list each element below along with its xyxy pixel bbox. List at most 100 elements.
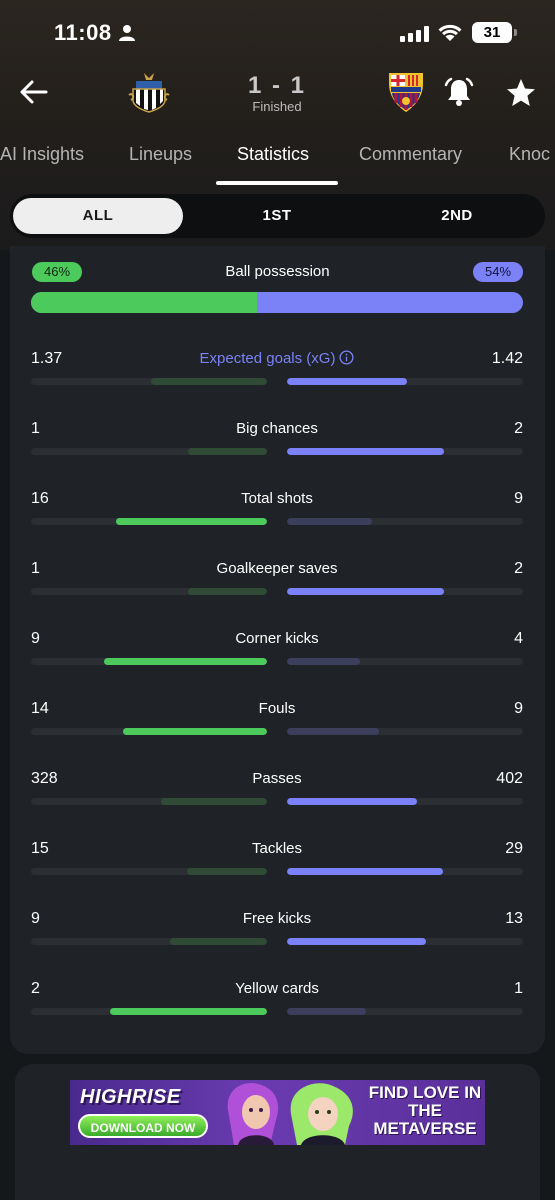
info-icon[interactable]	[339, 350, 354, 365]
stat-label: Tackles	[111, 840, 443, 857]
battery-indicator: 31	[472, 22, 517, 43]
stat-away-bar	[287, 658, 523, 665]
stat-home-fill	[115, 518, 267, 525]
stat-away-fill	[287, 518, 372, 525]
stat-row: 328 Passes 402	[31, 770, 523, 810]
notification-bell-icon[interactable]	[441, 74, 477, 110]
stat-home-fill	[109, 1008, 267, 1015]
stat-row: 1 Goalkeeper saves 2	[31, 560, 523, 600]
stat-away-value: 29	[505, 840, 523, 857]
stat-home-value: 1	[31, 560, 40, 577]
statistics-card: 46% Ball possession 54% 1.37 Expected goa…	[10, 246, 545, 1054]
stat-home-fill	[123, 728, 267, 735]
stat-label-text: Total shots	[241, 490, 313, 507]
stat-label: Passes	[111, 770, 443, 787]
barcelona-crest-icon[interactable]	[384, 70, 428, 114]
possession-home-badge: 46%	[32, 262, 82, 282]
stat-label[interactable]: Expected goals (xG)	[111, 350, 443, 367]
stat-row: 16 Total shots 9	[31, 490, 523, 530]
stat-home-bar	[31, 448, 267, 455]
cellular-signal-icon	[400, 26, 430, 42]
stat-row: 9 Corner kicks 4	[31, 630, 523, 670]
ad-character-illustration-2	[290, 1083, 353, 1145]
ad-brand: HIGHRISE	[80, 1086, 181, 1108]
stat-home-bar	[31, 798, 267, 805]
stat-away-bar	[287, 938, 523, 945]
stat-away-value: 2	[514, 560, 523, 577]
period-first-half-button[interactable]: 1ST	[262, 207, 292, 224]
stat-label-text: Corner kicks	[235, 630, 319, 647]
stat-home-value: 9	[31, 910, 40, 927]
stat-away-value: 402	[496, 770, 523, 787]
stat-label-text: Big chances	[236, 420, 318, 437]
stat-away-bar	[287, 728, 523, 735]
stat-home-bar	[31, 868, 267, 875]
stat-away-fill	[287, 938, 427, 945]
stat-home-bar	[31, 658, 267, 665]
stat-label-text: Passes	[252, 770, 302, 787]
period-all-button[interactable]: ALL	[13, 198, 183, 234]
stat-away-fill	[287, 448, 445, 455]
stat-label-text: Expected goals (xG)	[199, 350, 336, 367]
stat-label-text: Goalkeeper saves	[216, 560, 338, 577]
stat-row: 2 Yellow cards 1	[31, 980, 523, 1020]
stat-away-value: 1	[514, 980, 523, 997]
stat-label-text: Fouls	[258, 700, 296, 717]
match-score: 1 - 1	[247, 72, 307, 99]
stat-away-fill	[287, 658, 360, 665]
stat-label: Goalkeeper saves	[111, 560, 443, 577]
stat-away-bar	[287, 798, 523, 805]
stat-away-fill	[287, 798, 417, 805]
stat-away-bar	[287, 588, 523, 595]
stat-away-fill	[287, 588, 445, 595]
stat-label: Yellow cards	[111, 980, 443, 997]
stat-away-value: 4	[514, 630, 523, 647]
active-tab-indicator	[216, 181, 338, 185]
stat-away-value: 1.42	[491, 350, 523, 367]
ad-tagline: FIND LOVE IN THE METAVERSE	[368, 1083, 482, 1138]
favorite-star-icon[interactable]	[504, 76, 538, 110]
stat-label-text: Yellow cards	[235, 980, 319, 997]
stat-away-fill	[287, 868, 443, 875]
stat-home-value: 328	[31, 770, 58, 787]
stat-label: Big chances	[111, 420, 443, 437]
stat-home-value: 15	[31, 840, 49, 857]
stat-away-bar	[287, 378, 523, 385]
ad-banner[interactable]: HIGHRISE DOWNLOAD NOW FIND LOVE IN THE M…	[70, 1080, 485, 1145]
newcastle-crest-icon[interactable]	[127, 70, 171, 114]
stat-home-fill	[103, 658, 267, 665]
stat-home-value: 1	[31, 420, 40, 437]
stat-home-bar	[31, 378, 267, 385]
stat-home-fill	[151, 378, 267, 385]
ad-download-button[interactable]: DOWNLOAD NOW	[78, 1114, 208, 1138]
stat-away-bar	[287, 868, 523, 875]
stat-home-bar	[31, 728, 267, 735]
tab-ai-insights[interactable]: AI Insights	[0, 144, 85, 164]
back-arrow-icon[interactable]	[16, 74, 52, 110]
tab-commentary[interactable]: Commentary	[359, 144, 463, 164]
period-second-half-button[interactable]: 2ND	[441, 207, 473, 224]
stat-away-value: 9	[514, 490, 523, 507]
stat-away-bar	[287, 518, 523, 525]
match-status: Finished	[252, 99, 302, 114]
stat-home-fill	[170, 938, 267, 945]
possession-home-fill	[31, 292, 258, 313]
stat-label: Free kicks	[111, 910, 443, 927]
tab-lineups[interactable]: Lineups	[129, 144, 193, 164]
tab-knockout[interactable]: Knoc	[509, 144, 551, 164]
stat-away-value: 9	[514, 700, 523, 717]
stat-home-bar	[31, 1008, 267, 1015]
tab-statistics[interactable]: Statistics	[237, 144, 310, 164]
possession-away-badge: 54%	[473, 262, 523, 282]
person-icon	[119, 25, 135, 41]
stat-row: 1.37 Expected goals (xG) 1.42	[31, 350, 523, 390]
stat-away-value: 2	[514, 420, 523, 437]
stat-label: Corner kicks	[111, 630, 443, 647]
stat-home-value: 1.37	[31, 350, 63, 367]
stat-home-fill	[186, 868, 267, 875]
stat-away-bar	[287, 448, 523, 455]
ad-character-illustration	[227, 1083, 279, 1145]
stat-home-value: 16	[31, 490, 49, 507]
stat-home-value: 14	[31, 700, 49, 717]
stat-row: 14 Fouls 9	[31, 700, 523, 740]
